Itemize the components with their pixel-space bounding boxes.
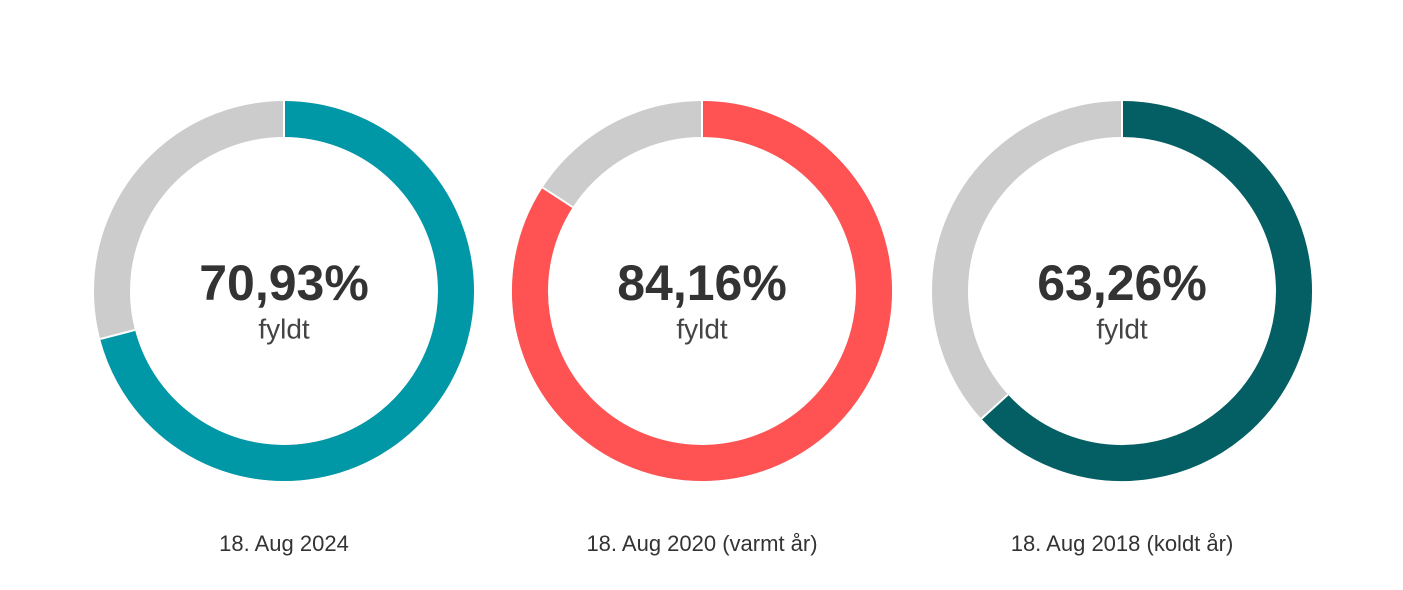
- center-label: fyldt: [258, 313, 310, 344]
- chart-caption: 18. Aug 2020 (varmt år): [586, 531, 817, 556]
- value-label: 63,26%: [1037, 255, 1207, 311]
- center-label: fyldt: [1096, 313, 1148, 344]
- donut-arc: [100, 101, 474, 481]
- segment-separator: [99, 328, 136, 341]
- donut-arc: [512, 101, 892, 481]
- segment-separator: [542, 186, 574, 209]
- donut-arc: [981, 101, 1312, 481]
- center-label: fyldt: [676, 313, 728, 344]
- value-label: 70,93%: [199, 255, 369, 311]
- chart-caption: 18. Aug 2018 (koldt år): [1011, 531, 1234, 556]
- chart-caption: 18. Aug 2024: [219, 531, 349, 556]
- value-label: 84,16%: [617, 255, 787, 311]
- segment-separator: [980, 393, 1009, 420]
